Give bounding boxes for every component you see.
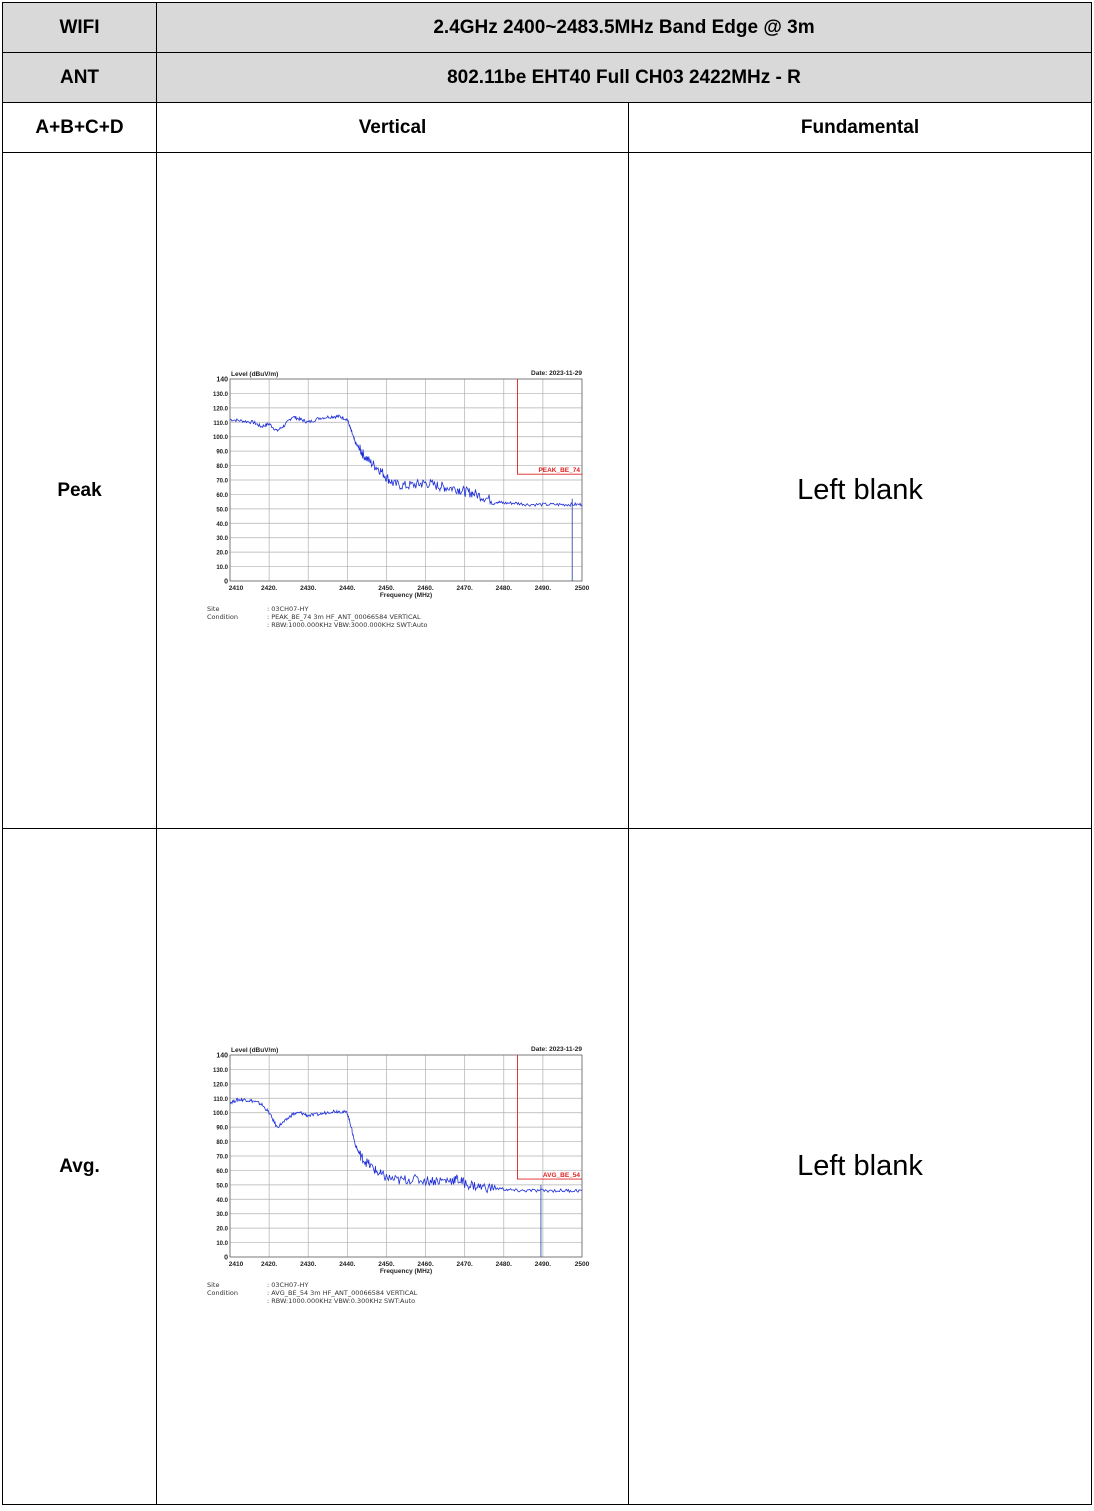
condition-line-1: : PEAK_BE_74 3m HF_ANT_00066584 VERTICAL (267, 612, 421, 621)
plot-frame (229, 378, 583, 581)
ant-mode-title: 802.11be EHT40 Full CH03 2422MHz - R (156, 52, 1092, 103)
x-tick-label: 2490. (535, 585, 551, 592)
peak-label: Peak (2, 152, 157, 829)
site-key: Site (207, 604, 220, 613)
y-tick-label: 40.0 (216, 521, 228, 527)
peak-plot-cell: 0 10.0 20.0 30.0 40.0 50.0 60.0 70.0 80.0 90.0 100… (156, 152, 629, 829)
y-tick-label: 80.0 (216, 1140, 228, 1146)
avg-plot: 0 10.0 20.0 30.0 40.0 50.0 60.0 70.0 80.0 90.0 100… (197, 1037, 617, 1305)
peak-fundamental-text: Left blank (628, 152, 1092, 829)
x-tick-label: 2440. (339, 585, 355, 592)
site-value: : 03CH07-HY (267, 604, 309, 613)
y-axis-label: Level (dBuV/m) (231, 371, 278, 378)
y-tick-label: 140 (216, 376, 228, 383)
limit-line (517, 378, 582, 475)
x-tick-label: 2500 (575, 585, 590, 592)
x-tick-label: 2460. (417, 1261, 433, 1268)
condition-line-2: : RBW:1000.000KHz VBW:3000.000KHz SWT:Au… (267, 620, 428, 629)
trace-line (229, 413, 583, 507)
site-value: : 03CH07-HY (267, 1280, 309, 1289)
x-axis-label: Frequency (MHz) (380, 592, 432, 599)
column-header-row: A+B+C+D Vertical Fundamental (2, 102, 1092, 153)
x-tick-label: 2420. (261, 1261, 277, 1268)
x-axis-label: Frequency (MHz) (380, 1268, 432, 1275)
y-tick-label: 100.0 (213, 1111, 229, 1117)
y-tick-label: 30.0 (216, 1212, 228, 1218)
y-tick-label: 10.0 (216, 1241, 228, 1247)
peak-row: Peak 0 10.0 20.0 30.0 40.0 50.0 60.0 70.0 80.0 90… (2, 152, 1092, 829)
y-tick-label: 40.0 (216, 1197, 228, 1203)
condition-key: Condition (207, 612, 239, 621)
y-tick-label: 60.0 (216, 1168, 228, 1174)
y-tick-label: 120.0 (213, 1082, 229, 1088)
y-tick-label: 20.0 (216, 1226, 228, 1232)
fundamental-column-header: Fundamental (628, 102, 1092, 153)
x-tick-label: 2470. (457, 1261, 473, 1268)
avg-fundamental-text: Left blank (628, 828, 1092, 1505)
ant-label: ANT (2, 52, 157, 103)
y-tick-label: 0 (224, 1254, 228, 1261)
x-tick-label: 2450. (378, 585, 394, 592)
avg-row: Avg. 0 10.0 20.0 30.0 40.0 50.0 60.0 70.0 80.0 90… (2, 828, 1092, 1505)
header-row-ant: ANT 802.11be EHT40 Full CH03 2422MHz - R (2, 52, 1092, 103)
avg-plot-meta: Site : 03CH07-HY Condition : AVG_BE_54 3m … (207, 1281, 617, 1305)
peak-chart-svg: 0 10.0 20.0 30.0 40.0 50.0 60.0 70.0 80.0 90.0 100… (213, 370, 590, 599)
avg-label: Avg. (2, 828, 157, 1505)
limit-label: AVG_BE_54 (543, 1172, 580, 1179)
peak-plot-meta: Site : 03CH07-HY Condition : PEAK_BE_74 3m… (207, 605, 617, 629)
condition-line-2: : RBW:1000.000KHz VBW:0.300KHz SWT:Auto (267, 1296, 416, 1305)
avg-chart-svg: 0 10.0 20.0 30.0 40.0 50.0 60.0 70.0 80.0 90.0 100… (213, 1046, 590, 1275)
vertical-column-header: Vertical (156, 102, 629, 153)
x-tick-label: 2490. (535, 1261, 551, 1268)
x-tick-label: 2480. (496, 1261, 512, 1268)
y-axis-label: Level (dBuV/m) (231, 1047, 278, 1054)
plot-frame (229, 1054, 583, 1257)
site-key: Site (207, 1280, 220, 1289)
y-tick-label: 120.0 (213, 406, 229, 412)
y-tick-label: 50.0 (216, 507, 228, 513)
y-tick-label: 0 (224, 578, 228, 585)
peak-plot: 0 10.0 20.0 30.0 40.0 50.0 60.0 70.0 80.0 90.0 100… (197, 361, 617, 629)
wifi-label: WIFI (2, 2, 157, 53)
y-tick-label: 100.0 (213, 435, 229, 441)
x-tick-label: 2460. (417, 585, 433, 592)
limit-label: PEAK_BE_74 (538, 467, 580, 474)
y-tick-label: 90.0 (216, 1125, 228, 1131)
condition-line-1: : AVG_BE_54 3m HF_ANT_00066584 VERTICAL (267, 1288, 418, 1297)
y-tick-label: 20.0 (216, 550, 228, 556)
y-tick-label: 140 (216, 1052, 228, 1059)
chart-date: Date: 2023-11-29 (531, 1046, 582, 1053)
x-tick-label: 2430. (300, 1261, 316, 1268)
x-tick-label: 2480. (496, 585, 512, 592)
y-tick-label: 130.0 (213, 1067, 229, 1073)
y-tick-label: 50.0 (216, 1183, 228, 1189)
y-tick-label: 80.0 (216, 464, 228, 470)
y-tick-label: 130.0 (213, 391, 229, 397)
x-tick-label: 2450. (378, 1261, 394, 1268)
x-tick-label: 2440. (339, 1261, 355, 1268)
y-tick-label: 30.0 (216, 536, 228, 542)
x-tick-label: 2410 (229, 585, 244, 592)
x-tick-label: 2500 (575, 1261, 590, 1268)
y-tick-label: 70.0 (216, 1154, 228, 1160)
y-tick-label: 90.0 (216, 449, 228, 455)
header-row-wifi: WIFI 2.4GHz 2400~2483.5MHz Band Edge @ 3… (2, 2, 1092, 53)
y-tick-label: 10.0 (216, 565, 228, 571)
x-tick-label: 2470. (457, 585, 473, 592)
x-tick-label: 2420. (261, 585, 277, 592)
x-tick-label: 2410 (229, 1261, 244, 1268)
avg-plot-cell: 0 10.0 20.0 30.0 40.0 50.0 60.0 70.0 80.0 90.0 100… (156, 828, 629, 1505)
y-tick-label: 110.0 (213, 420, 228, 426)
trace-line (229, 1096, 583, 1194)
chart-date: Date: 2023-11-29 (531, 370, 582, 377)
y-tick-label: 60.0 (216, 492, 228, 498)
y-tick-label: 70.0 (216, 478, 228, 484)
condition-key: Condition (207, 1288, 239, 1297)
limit-line (517, 1054, 582, 1180)
x-tick-label: 2430. (300, 585, 316, 592)
y-tick-label: 110.0 (213, 1096, 228, 1102)
antenna-combo-label: A+B+C+D (2, 102, 157, 153)
wifi-band-title: 2.4GHz 2400~2483.5MHz Band Edge @ 3m (156, 2, 1092, 53)
